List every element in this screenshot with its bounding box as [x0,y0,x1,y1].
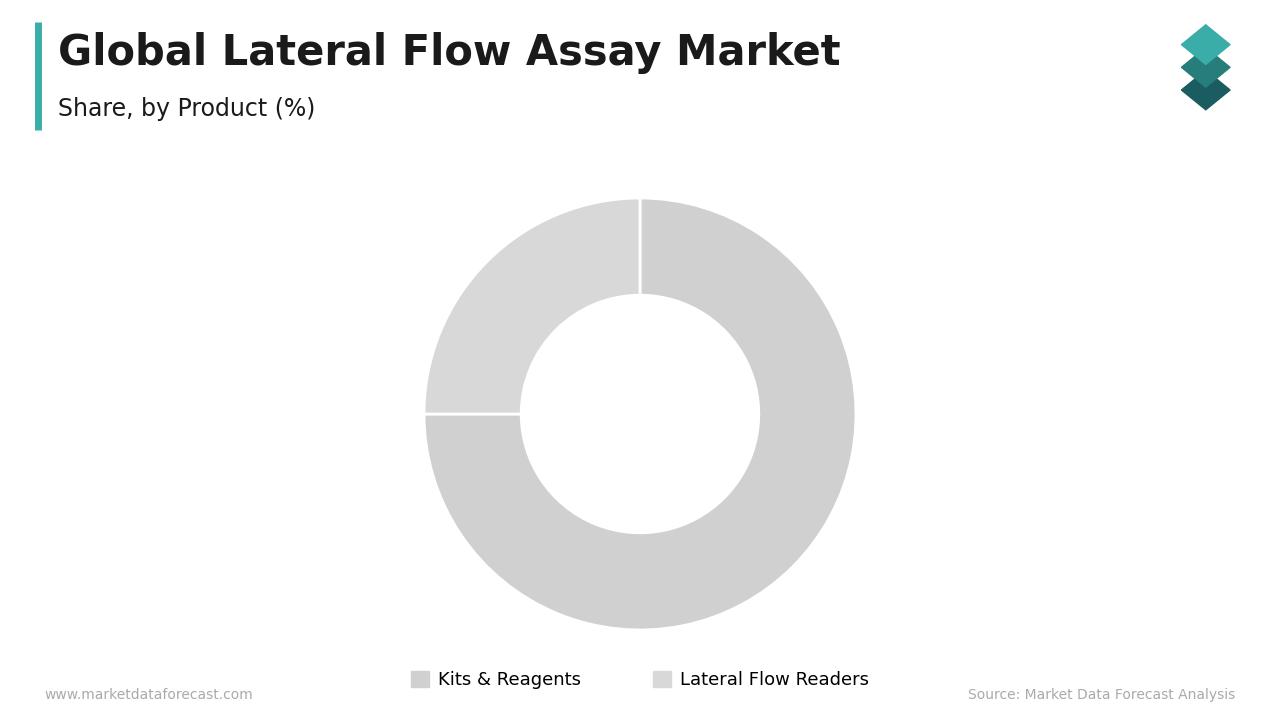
Text: www.marketdataforecast.com: www.marketdataforecast.com [45,688,253,702]
Wedge shape [424,198,640,414]
Text: Global Lateral Flow Assay Market: Global Lateral Flow Assay Market [58,32,840,74]
Legend: Kits & Reagents, Lateral Flow Readers: Kits & Reagents, Lateral Flow Readers [403,664,877,696]
Wedge shape [424,198,856,630]
Text: Source: Market Data Forecast Analysis: Source: Market Data Forecast Analysis [968,688,1235,702]
Text: Share, by Product (%): Share, by Product (%) [58,97,315,121]
